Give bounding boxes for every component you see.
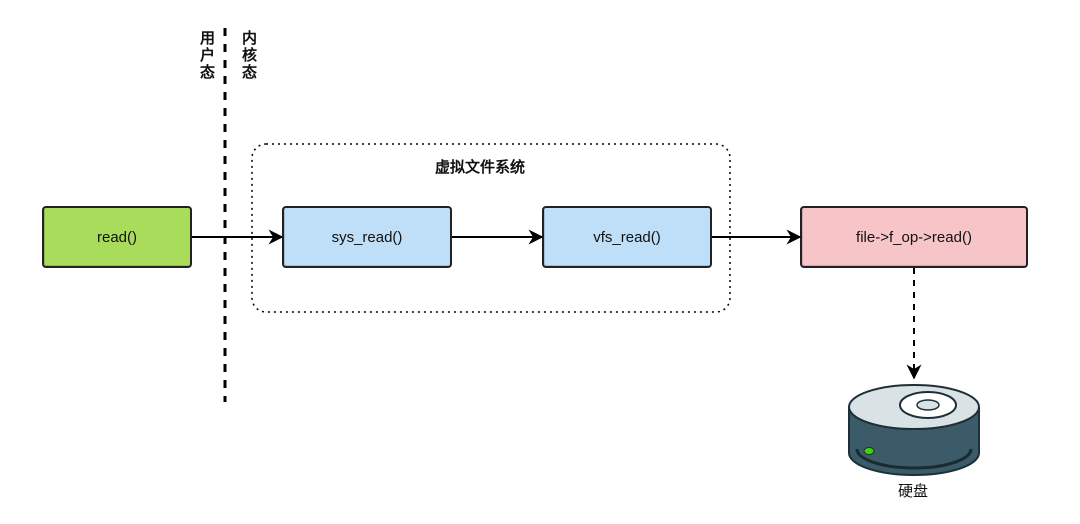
node-read-text: read() [97, 229, 137, 246]
node-vfs-read-text: vfs_read() [593, 229, 661, 246]
disk-icon [849, 385, 979, 475]
disk-caption: 硬盘 [898, 480, 928, 501]
node-fop-read-text: file->f_op->read() [856, 229, 972, 246]
node-fop-read: file->f_op->read() [800, 206, 1028, 268]
node-sys-read: sys_read() [282, 206, 452, 268]
vfs-group-title: 虚拟文件系统 [435, 156, 525, 177]
node-read: read() [42, 206, 192, 268]
kernel-mode-label: 内核态 [238, 30, 259, 81]
node-sys-read-text: sys_read() [332, 229, 403, 246]
node-vfs-read: vfs_read() [542, 206, 712, 268]
user-mode-label: 用户态 [196, 30, 217, 81]
